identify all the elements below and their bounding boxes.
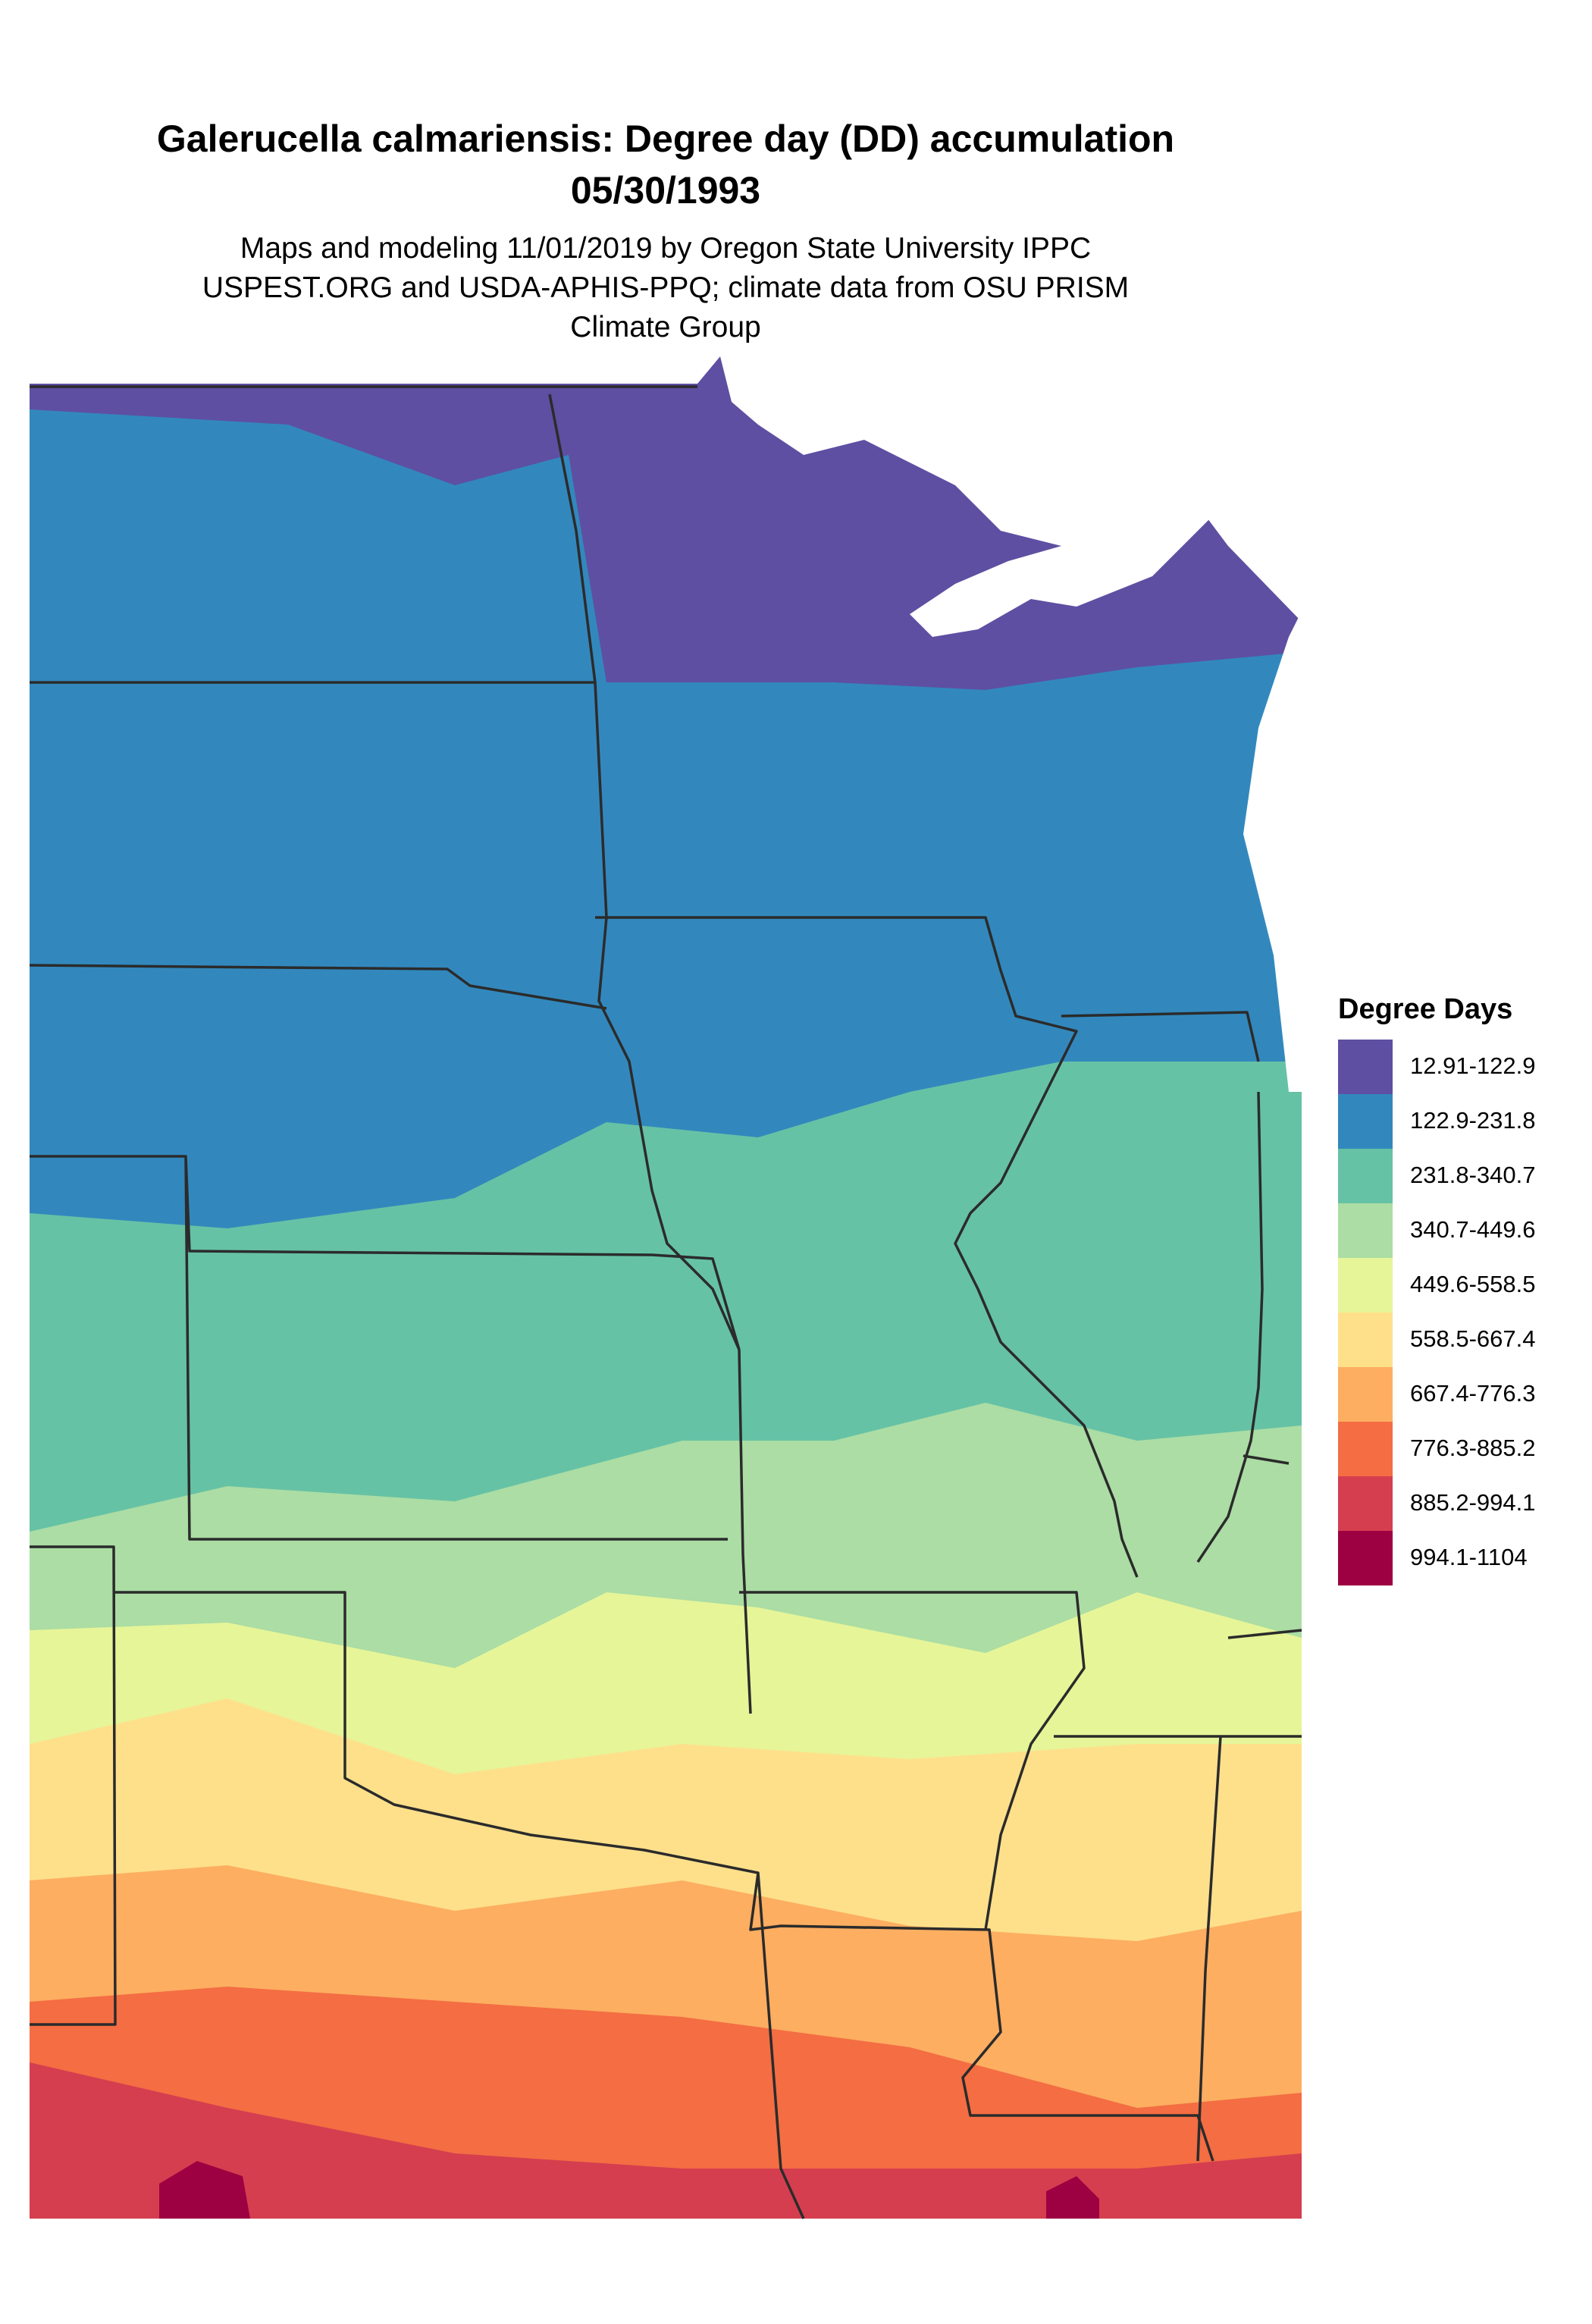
map — [30, 356, 1302, 2219]
legend-label: 667.4-776.3 — [1410, 1380, 1535, 1407]
lake-superior — [910, 485, 1213, 637]
subtitle: Climate Group — [570, 311, 760, 343]
legend-label: 231.8-340.7 — [1410, 1162, 1535, 1188]
state-boundaries — [29, 385, 1302, 2219]
legend-swatch — [1338, 1422, 1393, 1476]
dd-zone — [159, 2161, 250, 2219]
legend-label: 994.1-1104 — [1410, 1544, 1528, 1570]
subtitle: USPEST.ORG and USDA-APHIS-PPQ; climate d… — [202, 271, 1129, 304]
legend-swatch — [1338, 1203, 1393, 1258]
legend-swatch — [1338, 1531, 1393, 1585]
legend-label: 122.9-231.8 — [1410, 1107, 1535, 1134]
legend-label: 12.91-122.9 — [1410, 1052, 1535, 1079]
legend-title: Degree Days — [1338, 993, 1512, 1025]
legend-label: 558.5-667.4 — [1410, 1325, 1535, 1352]
subtitle: Maps and modeling 11/01/2019 by Oregon S… — [240, 232, 1091, 265]
legend-swatch — [1338, 1258, 1393, 1313]
legend-label: 885.2-994.1 — [1410, 1489, 1535, 1516]
legend-swatch — [1338, 1040, 1393, 1094]
date: 05/30/1993 — [571, 169, 760, 212]
legend-label: 340.7-449.6 — [1410, 1216, 1535, 1243]
legend: 12.91-122.9 122.9-231.8 231.8-340.7 340.7-4… — [1338, 1040, 1535, 1585]
dd-zone — [30, 2062, 1302, 2219]
legend-swatch — [1338, 1149, 1393, 1203]
legend-swatch — [1338, 1367, 1393, 1422]
legend-label: 776.3-885.2 — [1410, 1435, 1535, 1461]
legend-swatch — [1338, 1476, 1393, 1531]
title: Galerucella calmariensis: Degree day (DD… — [157, 118, 1174, 160]
legend-label: 449.6-558.5 — [1410, 1271, 1535, 1297]
legend-swatch — [1338, 1094, 1393, 1149]
legend-swatch — [1338, 1313, 1393, 1367]
lake-michigan — [1243, 607, 1304, 1092]
dd-zone — [1046, 2176, 1099, 2219]
